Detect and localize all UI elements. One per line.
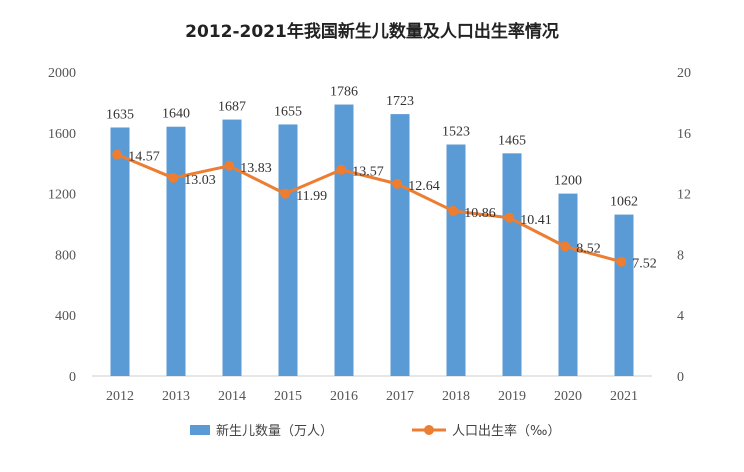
bar-value-label: 1200 [554,174,582,189]
bar [166,126,186,376]
y-left-tick-label: 1600 [48,127,76,142]
y-left-tick-label: 2000 [48,66,76,81]
chart-legend: 新生儿数量（万人） 人口出生率（‰） [190,423,560,439]
line-point [560,241,571,252]
line-point [392,178,403,189]
legend-line-marker [424,425,434,435]
bar-value-label: 1723 [386,94,414,109]
bar-value-label: 1465 [498,133,526,148]
y-left-tick-label: 0 [69,370,76,385]
line-value-label: 13.83 [240,161,272,176]
x-tick-label: 2018 [442,389,470,404]
y-right-tick-label: 8 [677,248,684,263]
y-right-tick-label: 16 [677,127,691,142]
line-point [616,256,627,267]
x-tick-label: 2012 [106,389,134,404]
line-series [112,149,627,267]
bar-value-label: 1635 [106,107,134,122]
line-value-label: 10.41 [520,213,552,228]
y-right-tick-label: 20 [677,66,691,81]
legend-bar-swatch [190,425,210,435]
bar [558,193,578,376]
line-value-label: 10.86 [464,206,496,221]
bar [222,119,242,377]
y-left-tick-label: 400 [55,309,76,324]
data-labels: 1635 1640 1687 1655 1786 1723 1523 1465 1200 1062… [106,85,657,272]
bar [390,114,410,376]
bar-value-label: 1655 [274,104,302,119]
line-value-label: 8.52 [576,241,601,256]
bar [110,127,130,376]
y-right-tick-label: 0 [677,370,684,385]
line-point [504,212,515,223]
line-point [448,205,459,216]
line-point [112,149,123,160]
legend-line-label: 人口出生率（‰） [452,423,560,439]
bar [614,214,634,376]
bar [278,124,298,376]
bar-value-label: 1062 [610,195,638,210]
x-tick-label: 2013 [162,389,190,404]
line-value-label: 13.03 [184,173,216,188]
line-point [168,172,179,183]
bar [446,144,466,376]
bar-value-label: 1687 [218,100,246,115]
x-tick-label: 2016 [330,389,358,404]
line-value-label: 14.57 [128,150,160,165]
line-value-label: 13.57 [352,165,384,180]
y-right-tick-label: 4 [677,309,684,324]
x-tick-label: 2020 [554,389,582,404]
line-point [336,164,347,175]
line-point [280,188,291,199]
x-tick-label: 2021 [610,389,638,404]
chart-title: 2012-2021年我国新生儿数量及人口出生率情况 [185,22,559,42]
bar-value-label: 1523 [442,125,470,140]
x-tick-label: 2017 [386,389,414,404]
legend-bar-label: 新生儿数量（万人） [216,423,333,439]
birth-rate-line [116,153,622,264]
line-value-label: 11.99 [296,189,327,204]
x-tick-label: 2019 [498,389,526,404]
bar-value-label: 1640 [162,107,190,122]
y-right-tick-label: 12 [677,188,691,203]
y-left-tick-label: 800 [55,248,76,263]
line-value-label: 7.52 [632,257,657,272]
x-tick-label: 2014 [218,389,246,404]
bar [334,104,354,376]
line-point [224,160,235,171]
chart-axes: 0 400 800 1200 1600 2000 0 4 8 12 16 20 2012 2013 2014… [48,66,691,404]
x-tick-label: 2015 [274,389,302,404]
bar [502,153,522,376]
line-value-label: 12.64 [408,179,440,194]
bar-value-label: 1786 [330,85,358,100]
y-left-tick-label: 1200 [48,188,76,203]
